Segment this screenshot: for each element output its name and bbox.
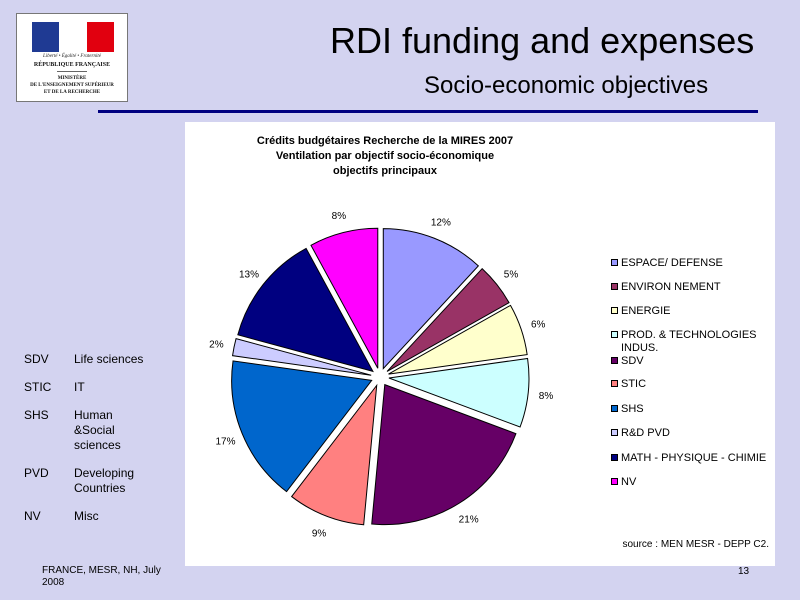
abbreviation-code: SHS: [24, 408, 49, 422]
legend-swatch: [611, 283, 618, 290]
chart-subtitle-2: objectifs principaux: [333, 165, 437, 177]
pie-data-label: 6%: [531, 319, 546, 330]
flag-blue-stripe: [32, 22, 60, 52]
pie-slice: [290, 383, 378, 526]
pie-data-label: 9%: [312, 529, 327, 540]
legend-label: ESPACE/ DEFENSE: [621, 257, 723, 269]
pie-data-label: 5%: [504, 269, 519, 280]
abbreviation-row: PVD Developing Countries: [24, 466, 169, 496]
legend-swatch: [611, 259, 618, 266]
pie-slice: [388, 304, 528, 375]
pie-data-label: 12%: [431, 217, 451, 228]
logo-motto: Liberté • Égalité • Fraternité: [43, 54, 101, 59]
abbreviation-table: SDV Life sciences STIC IT SHS Human &Social s…: [24, 352, 169, 537]
legend-swatch: [611, 429, 618, 436]
legend-label: SHS: [621, 403, 644, 415]
legend-swatch: [611, 307, 618, 314]
legend-label: MATH - PHYSIQUE - CHIMIE: [621, 452, 767, 464]
legend-swatch: [611, 405, 618, 412]
pie-slice: [382, 228, 480, 370]
pie-slice: [371, 383, 517, 526]
chart-title: Crédits budgétaires Recherche de la MIRE…: [256, 135, 514, 147]
abbreviation-meaning: IT: [74, 380, 85, 394]
abbreviation-meaning: Developing Countries: [74, 466, 135, 495]
slide-subtitle: Socio-economic objectives: [424, 72, 709, 99]
french-flag-icon: [32, 22, 114, 52]
legend-label: ENVIRON NEMENT: [621, 281, 721, 293]
pie-slice: [231, 360, 373, 493]
pie-data-label: 21%: [459, 515, 479, 526]
abbreviation-row: SDV Life sciences: [24, 352, 169, 367]
legend-swatch: [611, 478, 618, 485]
abbreviation-code: NV: [24, 509, 41, 523]
title-underline: [98, 110, 758, 113]
chart-subtitle-1: Ventilation par objectif socio-économiqu…: [275, 150, 495, 162]
legend-label: NV: [621, 476, 637, 488]
legend-swatch: [611, 357, 618, 364]
pie-slice: [231, 337, 372, 376]
logo-rule: [57, 71, 87, 72]
slide-title: RDI funding and expenses: [330, 20, 755, 61]
pie-data-label: 2%: [209, 339, 224, 350]
ministry-logo: Liberté • Égalité • Fraternité RÉPUBLIQU…: [16, 13, 128, 102]
abbreviation-code: STIC: [24, 380, 52, 394]
pie-chart: 12% 5% 6% 8% 21% 9% 17% 2% 13% 8%: [209, 211, 554, 540]
pie-slice: [386, 267, 510, 372]
pie-chart-panel: Crédits budgétaires Recherche de la MIRE…: [185, 122, 775, 566]
abbreviation-row: STIC IT: [24, 380, 169, 395]
footer-text: FRANCE, MESR, NH, July 2008: [42, 565, 161, 588]
legend-swatch: [611, 380, 618, 387]
abbreviation-code: PVD: [24, 466, 49, 480]
legend-label: SDV: [621, 355, 644, 367]
legend-label: STIC: [621, 378, 647, 390]
abbreviation-code: SDV: [24, 352, 49, 366]
page-number: 13: [738, 566, 750, 577]
pie-data-label: 8%: [539, 391, 554, 402]
flag-white-stripe: [59, 22, 87, 52]
pie-slice: [237, 247, 374, 373]
pie-slice: [388, 357, 530, 428]
pie-slice: [310, 227, 379, 369]
legend-label: PROD. & TECHNOLOGIES INDUS.: [621, 329, 757, 354]
flag-red-stripe: [86, 22, 114, 52]
pie-data-label: 17%: [215, 436, 235, 447]
abbreviation-meaning: Misc: [74, 509, 99, 523]
abbreviation-meaning: Life sciences: [74, 352, 144, 366]
legend-label: ENERGIE: [621, 305, 671, 317]
logo-ministry: MINISTÈRE DE L'ENSEIGNEMENT SUPÉRIEUR ET…: [30, 76, 114, 95]
pie-data-label: 13%: [239, 269, 259, 280]
logo-republic: RÉPUBLIQUE FRANÇAISE: [33, 62, 111, 68]
abbreviation-row: NV Misc: [24, 509, 169, 524]
legend-label: R&D PVD: [621, 427, 670, 439]
pie-data-label: 8%: [332, 211, 347, 222]
abbreviation-row: SHS Human &Social sciences: [24, 408, 169, 453]
legend-swatch: [611, 454, 618, 461]
abbreviation-meaning: Human &Social sciences: [74, 408, 121, 452]
chart-source: source : MEN MESR - DEPP C2.: [622, 539, 769, 550]
legend-swatch: [611, 331, 618, 338]
